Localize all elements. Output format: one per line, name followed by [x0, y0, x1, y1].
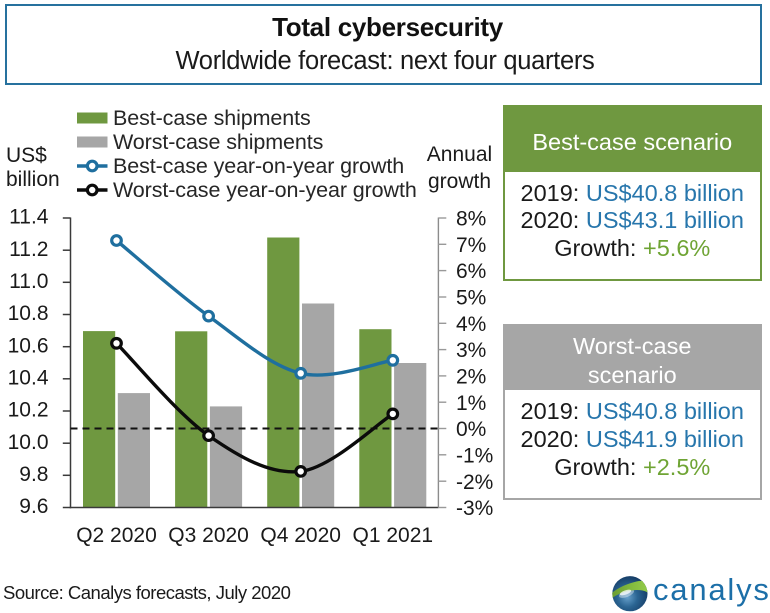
- svg-text:9.6: 9.6: [19, 495, 48, 518]
- svg-text:10.0: 10.0: [8, 431, 49, 454]
- svg-text:-2%: -2%: [456, 471, 493, 494]
- svg-text:3%: 3%: [456, 339, 486, 362]
- svg-text:Q1 2021: Q1 2021: [353, 524, 434, 547]
- svg-text:Q2 2020: Q2 2020: [76, 524, 157, 547]
- svg-text:Q3 2020: Q3 2020: [168, 524, 249, 547]
- svg-text:10.8: 10.8: [8, 302, 49, 325]
- svg-text:10.6: 10.6: [8, 334, 49, 357]
- svg-text:8%: 8%: [456, 208, 486, 231]
- svg-text:Q4 2020: Q4 2020: [260, 524, 341, 547]
- svg-text:10.4: 10.4: [8, 366, 49, 389]
- svg-text:11.2: 11.2: [9, 238, 48, 261]
- svg-text:11.0: 11.0: [9, 270, 48, 293]
- svg-text:9.8: 9.8: [19, 463, 48, 486]
- svg-text:-3%: -3%: [456, 497, 493, 520]
- svg-text:6%: 6%: [456, 260, 486, 283]
- svg-text:10.2: 10.2: [8, 399, 49, 422]
- svg-text:11.4: 11.4: [9, 206, 49, 229]
- svg-text:1%: 1%: [456, 392, 486, 415]
- svg-text:0%: 0%: [456, 418, 486, 441]
- svg-text:2%: 2%: [456, 366, 486, 389]
- svg-text:-1%: -1%: [456, 444, 493, 467]
- svg-text:7%: 7%: [456, 234, 486, 257]
- svg-text:5%: 5%: [456, 287, 486, 310]
- svg-text:4%: 4%: [456, 313, 486, 336]
